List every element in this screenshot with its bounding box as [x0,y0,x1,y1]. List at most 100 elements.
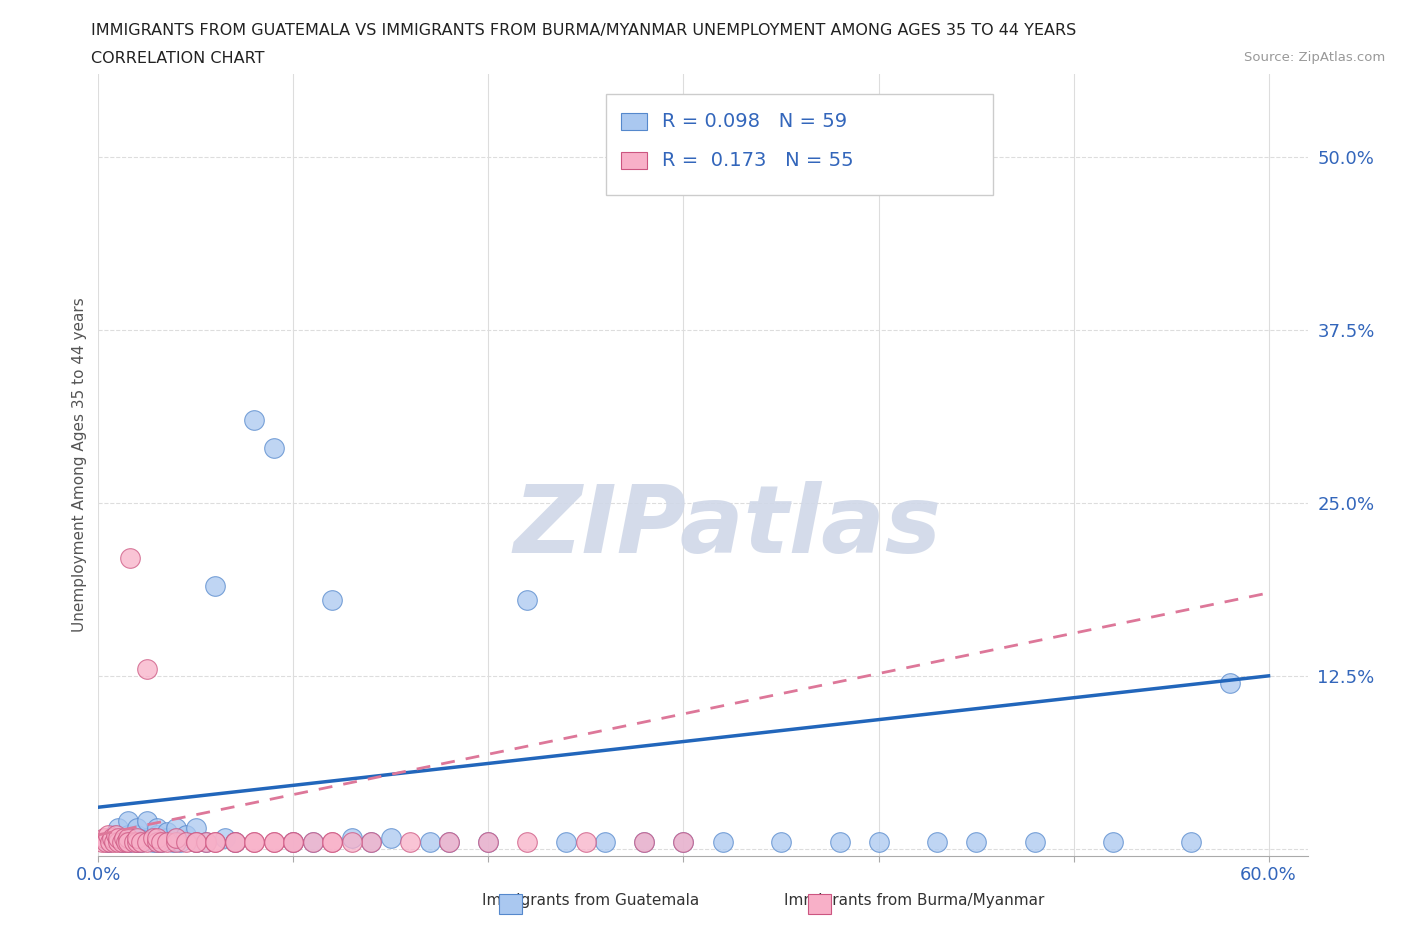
Point [321,834,343,849]
Point [127,834,149,849]
Point [104,828,127,843]
Point [633,834,655,849]
Point [243,834,266,849]
Text: CORRELATION CHART: CORRELATION CHART [91,51,264,66]
Text: Source: ZipAtlas.com: Source: ZipAtlas.com [1244,51,1385,64]
Point [360,834,382,849]
Point [165,830,187,845]
Point [263,834,285,849]
Point [149,834,172,849]
Point [93,830,115,845]
Point [149,834,172,849]
Point [283,834,305,849]
Point [575,834,598,849]
Point [98,834,121,849]
Point [224,834,246,849]
Point [117,834,139,849]
Point [204,834,226,849]
Point [380,830,402,845]
Point [595,834,617,849]
Point [184,820,207,835]
Point [633,834,655,849]
Point [263,440,285,455]
Point [243,413,266,428]
Text: R = 0.098   N = 59: R = 0.098 N = 59 [662,112,846,131]
Point [672,834,695,849]
Point [321,592,343,607]
FancyBboxPatch shape [621,113,647,130]
Text: ZIPatlas: ZIPatlas [513,482,941,574]
Point [321,834,343,849]
Point [1101,834,1123,849]
Point [711,834,734,849]
Point [672,834,695,849]
Point [107,830,129,845]
Point [96,834,118,849]
Point [214,830,236,845]
Point [204,578,226,593]
Point [146,830,169,845]
Text: Immigrants from Guatemala: Immigrants from Guatemala [482,893,699,908]
Point [165,820,187,835]
Point [516,834,538,849]
Point [302,834,325,849]
Text: R =  0.173   N = 55: R = 0.173 N = 55 [662,151,853,170]
Point [114,834,136,849]
Point [146,828,169,843]
Point [91,834,114,849]
Point [127,834,149,849]
Point [194,834,217,849]
Point [111,834,134,849]
Point [399,834,422,849]
Point [1024,834,1046,849]
Point [127,820,149,835]
Point [184,834,207,849]
Point [103,828,125,843]
Point [112,830,135,845]
Point [118,834,141,849]
Point [925,834,948,849]
Point [146,834,169,849]
Point [516,592,538,607]
Point [965,834,987,849]
Point [142,830,165,845]
Point [419,834,441,849]
Point [117,814,139,829]
Point [146,834,169,849]
Point [360,834,382,849]
Text: IMMIGRANTS FROM GUATEMALA VS IMMIGRANTS FROM BURMA/MYANMAR UNEMPLOYMENT AMONG AG: IMMIGRANTS FROM GUATEMALA VS IMMIGRANTS … [91,23,1077,38]
Point [174,834,197,849]
Point [107,834,129,849]
Point [204,834,226,849]
Point [146,820,169,835]
Point [439,834,461,849]
Point [828,834,851,849]
Point [224,834,246,849]
Point [117,830,139,845]
Point [340,834,363,849]
Point [127,830,149,845]
Point [162,834,184,849]
FancyBboxPatch shape [621,152,647,169]
Point [156,830,179,845]
Point [156,834,179,849]
Point [477,834,499,849]
Point [283,834,305,849]
Point [169,834,191,849]
Point [111,834,134,849]
Point [184,834,207,849]
Point [103,834,125,849]
Point [165,830,187,845]
Point [243,834,266,849]
Point [174,828,197,843]
Point [142,834,165,849]
Point [131,834,153,849]
Point [477,834,499,849]
Point [122,834,145,849]
Point [184,834,207,849]
Point [107,820,129,835]
Point [117,828,139,843]
Point [1219,675,1241,690]
Point [101,830,124,845]
Point [97,834,120,849]
